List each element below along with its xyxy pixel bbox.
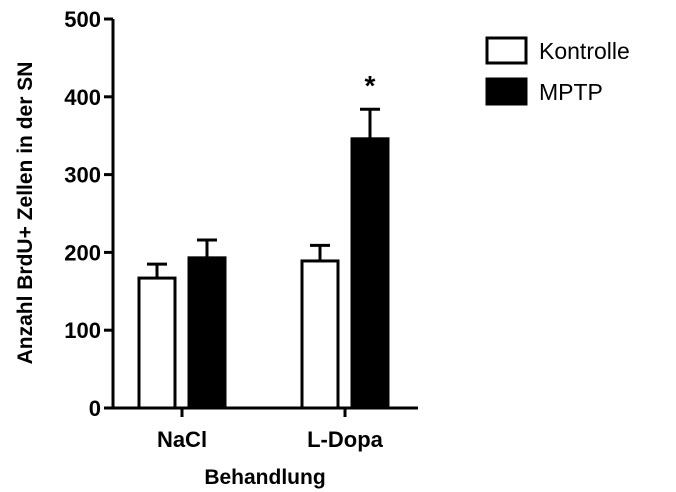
annotations: * (365, 70, 376, 101)
bar (137, 276, 177, 410)
x-tick-label: L-Dopa (307, 427, 384, 452)
y-tick-label: 300 (64, 163, 101, 188)
x-axis-label: Behandlung (204, 466, 325, 489)
legend-label-kontrolle: Kontrolle (539, 38, 630, 64)
y-tick-label: 200 (64, 240, 101, 265)
y-tick-label: 100 (64, 318, 101, 343)
legend-swatch-kontrolle (485, 36, 528, 65)
y-ticks: 0 100 200 300 400 500 (64, 7, 113, 421)
y-tick-label: 0 (89, 396, 101, 421)
legend-swatch-mptp (485, 77, 528, 106)
bar (187, 256, 227, 410)
bars (137, 137, 390, 410)
error-bars (147, 107, 380, 279)
bar (300, 259, 340, 410)
y-tick-label: 500 (64, 7, 101, 32)
x-ticks: NaCl L-Dopa (157, 408, 384, 452)
legend: Kontrolle MPTP (485, 36, 630, 106)
legend-label-mptp: MPTP (539, 79, 603, 105)
bar (350, 137, 390, 410)
significance-marker: * (365, 70, 376, 101)
y-axis-label: Anzahl BrdU+ Zellen in der SN (14, 62, 37, 365)
x-tick-label: NaCl (157, 427, 207, 452)
y-tick-label: 400 (64, 85, 101, 110)
